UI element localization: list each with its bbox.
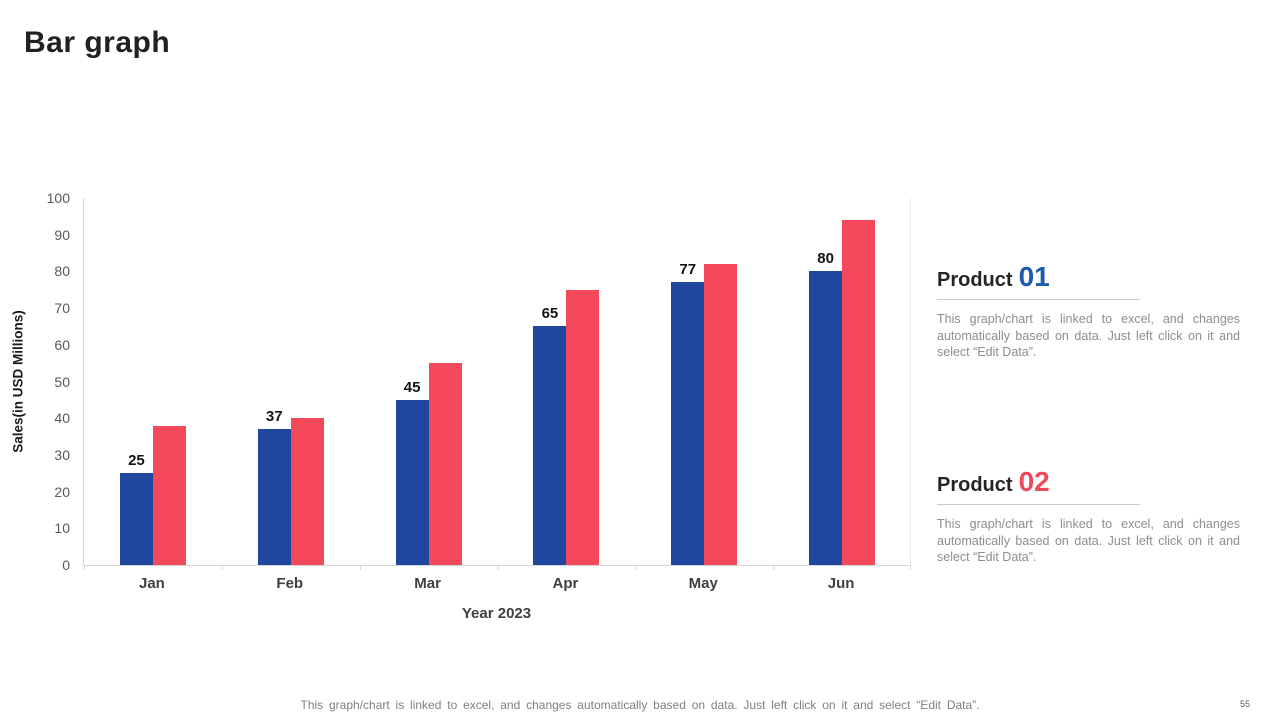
product-01-panel: Product 01 This graph/chart is linked to … — [937, 262, 1240, 361]
product-01-divider — [937, 299, 1140, 300]
y-tick-label-60: 60 — [54, 336, 70, 353]
plot-right-border — [910, 198, 911, 565]
product-02-panel: Product 02 This graph/chart is linked to … — [937, 467, 1240, 566]
product-01-heading: Product 01 — [937, 262, 1240, 295]
bar-product01-feb[interactable] — [257, 429, 291, 565]
bar-product02-jun[interactable] — [842, 220, 876, 565]
product-02-heading: Product 02 — [937, 467, 1240, 500]
y-tick-label-50: 50 — [54, 373, 70, 390]
product-02-label: Product — [937, 474, 1013, 496]
x-tick-label-jun: Jun — [827, 575, 855, 592]
data-label-may: 77 — [679, 261, 697, 279]
bar-product02-feb[interactable] — [290, 418, 324, 565]
plot-area: 0 10 20 30 40 50 60 70 80 90 100 25 37 45 65 77 80 — [47, 190, 911, 573]
data-label-jun: 80 — [817, 250, 834, 268]
y-tick-label-100: 100 — [46, 190, 70, 206]
bar-product02-apr[interactable] — [566, 289, 600, 565]
data-label-jan: 25 — [128, 452, 145, 470]
x-tick-mark — [359, 565, 361, 570]
y-tick-label-40: 40 — [54, 410, 70, 427]
x-tick-mark — [84, 565, 85, 570]
bar-product02-mar[interactable] — [428, 363, 462, 565]
bar-product02-may[interactable] — [704, 264, 738, 565]
bar-product01-apr[interactable] — [533, 326, 567, 565]
x-tick-label-may: May — [688, 575, 718, 592]
product-02-number: 02 — [1018, 466, 1050, 497]
x-tick-label-jan: Jan — [138, 575, 165, 592]
bar-product01-jun[interactable] — [809, 271, 843, 565]
data-label-apr: 65 — [541, 305, 559, 323]
x-tick-mark — [635, 565, 637, 570]
footer-note: This graph/chart is linked to excel, and… — [300, 698, 980, 712]
product-02-divider — [937, 504, 1140, 505]
bar-product02-jan[interactable] — [152, 425, 186, 565]
page-number: 55 — [1239, 699, 1250, 709]
product-02-description: This graph/chart is linked to excel, and… — [937, 517, 1240, 564]
y-tick-label-70: 70 — [54, 300, 70, 317]
data-label-mar: 45 — [403, 378, 421, 396]
bar-product01-jan[interactable] — [119, 473, 153, 565]
y-tick-label-10: 10 — [54, 520, 70, 537]
x-tick-label-mar: Mar — [414, 575, 441, 592]
bar-product01-may[interactable] — [671, 282, 705, 565]
x-tick-mark — [221, 565, 223, 570]
x-tick-label-feb: Feb — [276, 575, 304, 592]
y-tick-label-0: 0 — [62, 557, 70, 573]
product-01-number: 01 — [1018, 261, 1050, 292]
product-01-label: Product — [937, 269, 1013, 291]
x-tick-label-apr: Apr — [552, 575, 579, 592]
data-label-feb: 37 — [265, 408, 283, 426]
y-tick-label-90: 90 — [54, 226, 70, 243]
bar-product01-mar[interactable] — [395, 399, 429, 565]
x-tick-mark — [497, 565, 499, 570]
y-tick-label-80: 80 — [54, 263, 70, 280]
product-01-description: This graph/chart is linked to excel, and… — [937, 312, 1240, 359]
x-tick-mark — [773, 565, 775, 570]
bar-chart[interactable]: Sales(in USD Millions) 0 10 20 30 40 50 60 70 80… — [0, 0, 930, 660]
page-title: Bar graph — [24, 26, 171, 59]
y-tick-label-30: 30 — [54, 446, 70, 463]
y-tick-label-20: 20 — [54, 483, 70, 500]
x-tick-mark — [910, 565, 911, 570]
x-axis-title: Year 2023 — [461, 605, 532, 622]
